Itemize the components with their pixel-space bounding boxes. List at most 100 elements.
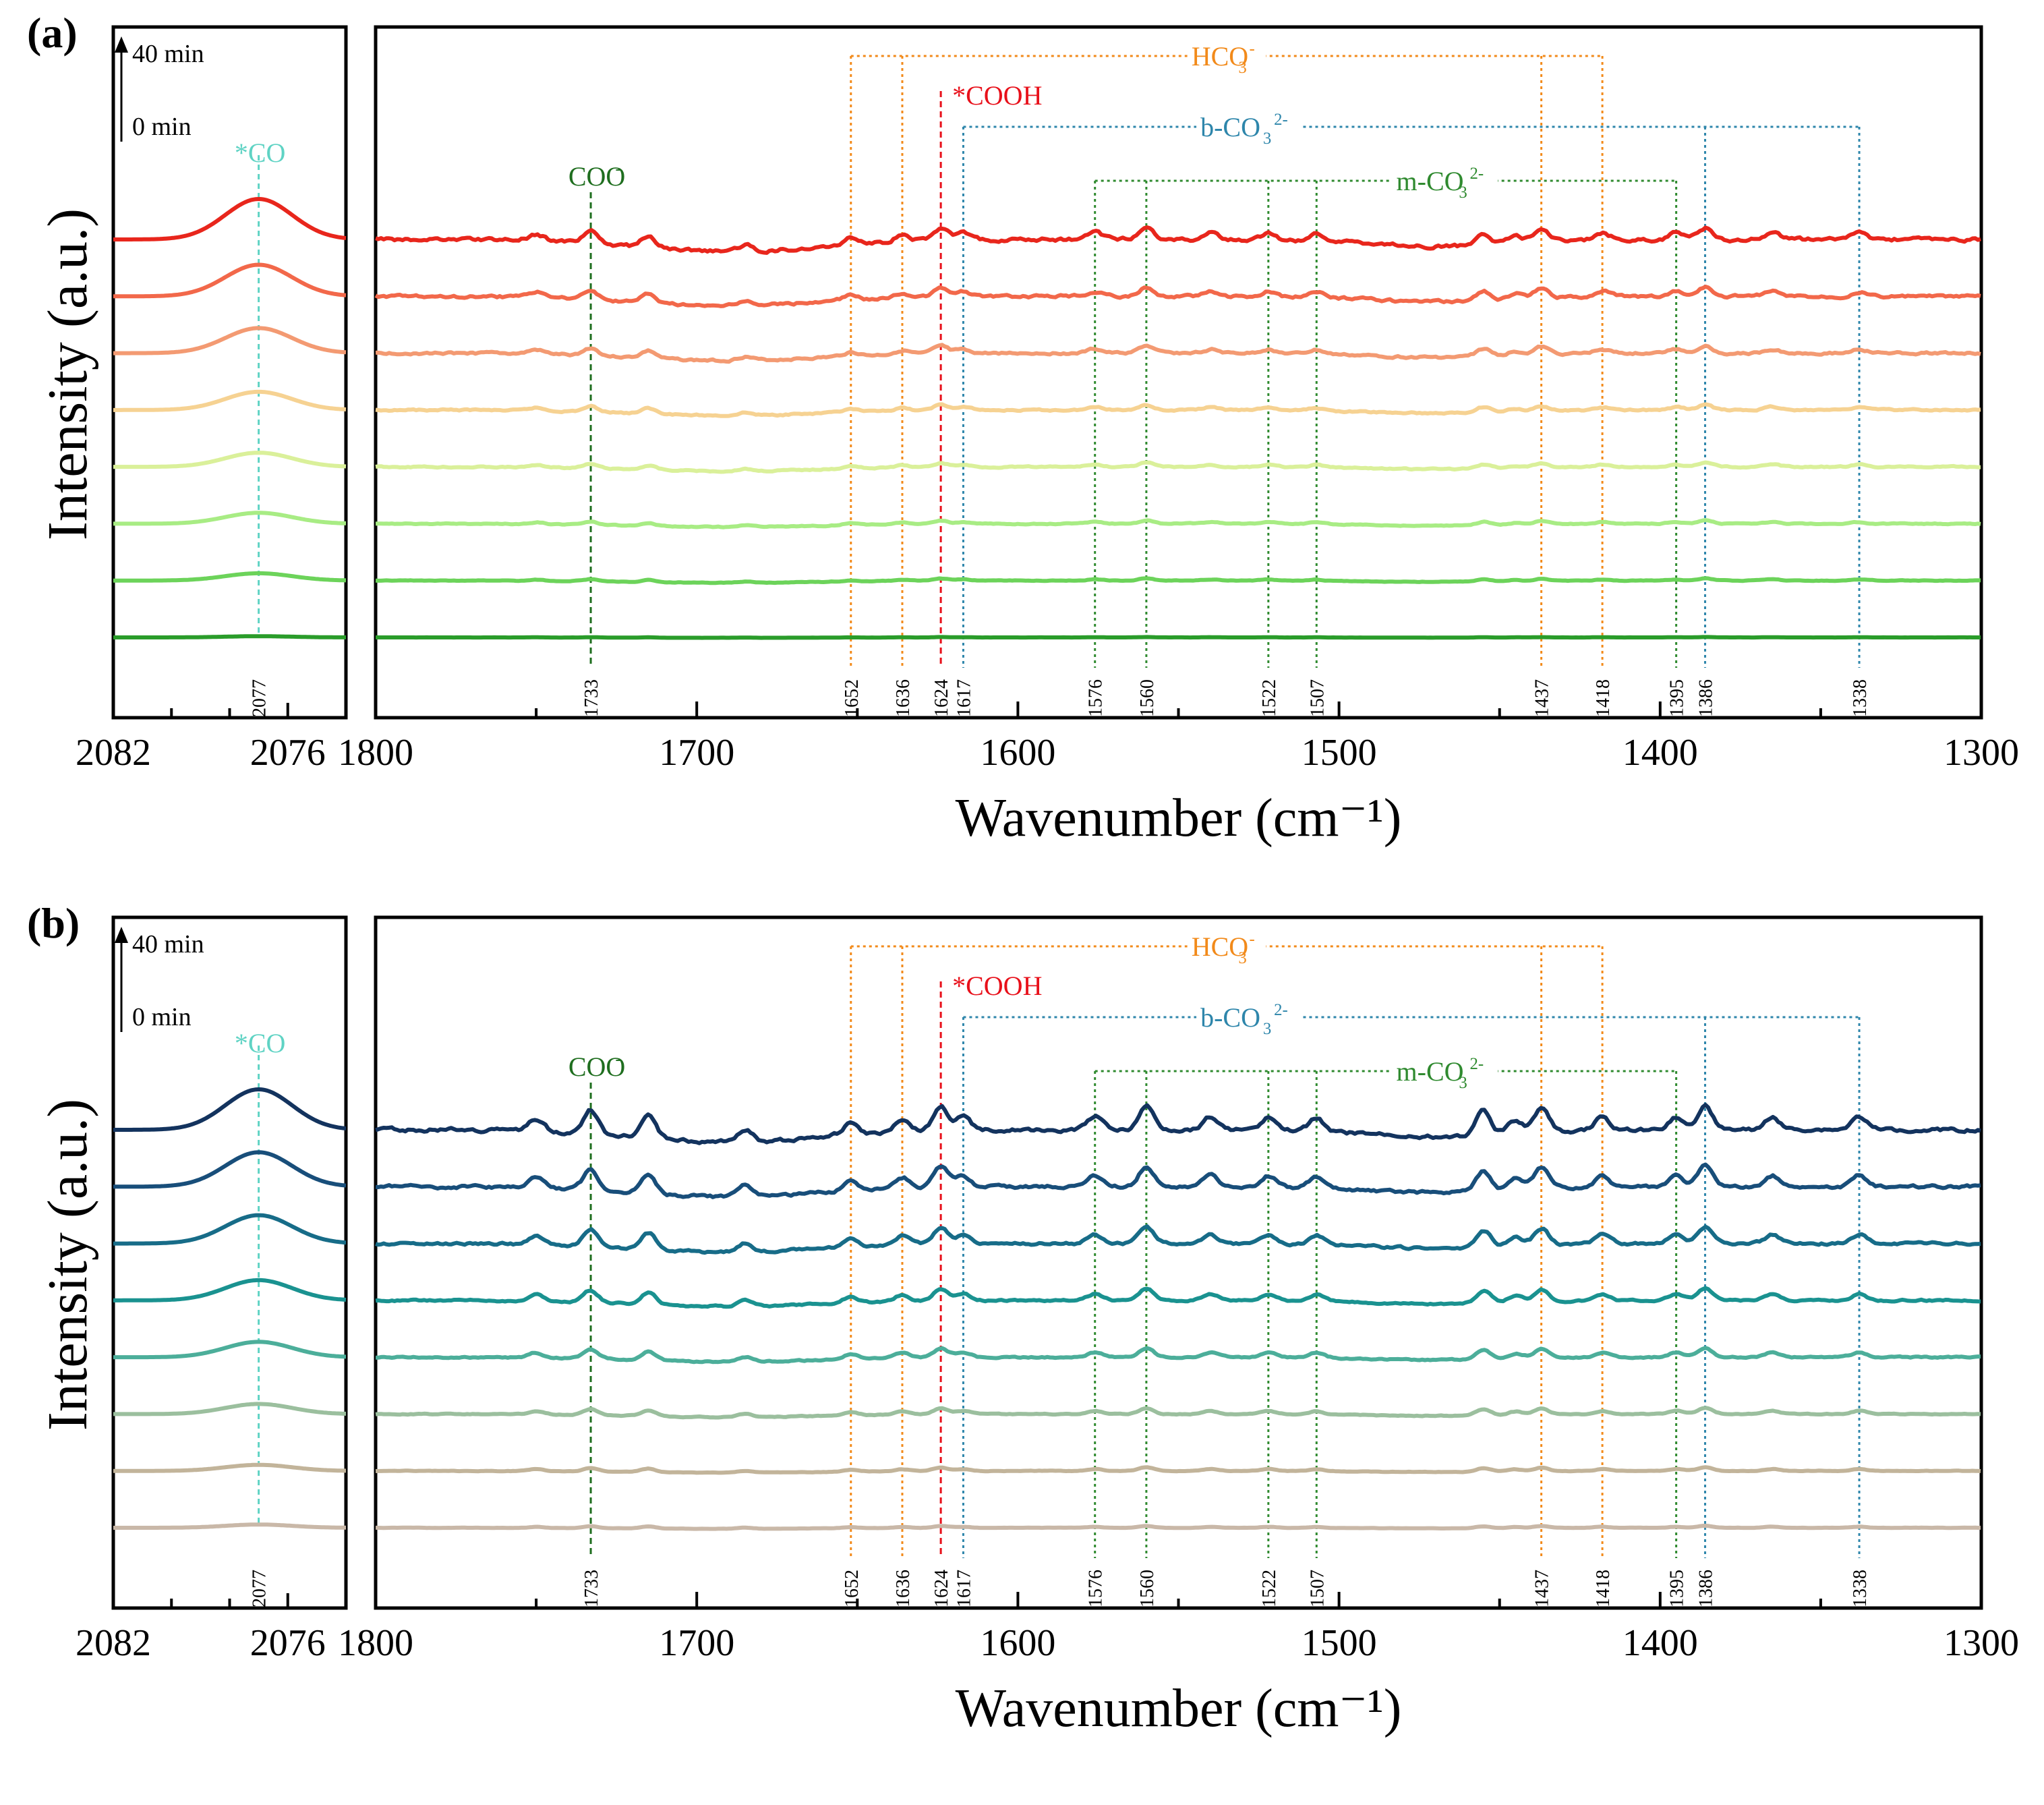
group-label-mco3-sup: 2- bbox=[1470, 165, 1484, 183]
group-label-hco3-text: HCO bbox=[1192, 41, 1248, 71]
main-x-tick-label: 1400 bbox=[1623, 732, 1698, 774]
group-label-coo-bg bbox=[564, 161, 631, 196]
marker-label-1560: 1560 bbox=[1137, 1570, 1158, 1607]
main-plot-frame bbox=[374, 915, 1983, 1610]
marker-label-1733: 1733 bbox=[581, 679, 602, 717]
group-label-bco3-text: b-CO bbox=[1200, 1002, 1260, 1033]
group-label-mco3-sup: 2- bbox=[1470, 1055, 1484, 1073]
spectrum-trace-8 bbox=[375, 1524, 1981, 1531]
group-label-bco3-sub: 3 bbox=[1263, 130, 1271, 148]
group-label-cooh: *COOH bbox=[948, 971, 1042, 1006]
marker-label-1652: 1652 bbox=[842, 679, 863, 717]
co-trace-2 bbox=[113, 1150, 347, 1189]
co-trace-5 bbox=[113, 1340, 347, 1360]
co-peak-wavenumber: 2077 bbox=[250, 679, 270, 717]
left-x-tick-label: 2076 bbox=[250, 732, 326, 774]
co-trace-3 bbox=[113, 326, 347, 355]
x-axis-label: Wavenumber (cm⁻¹) bbox=[956, 1679, 1402, 1738]
spectrum-trace-1 bbox=[375, 225, 1981, 255]
group-label-hco3-sub: 3 bbox=[1238, 59, 1246, 77]
marker-label-1507: 1507 bbox=[1307, 1570, 1328, 1607]
group-label-coo-text: COO bbox=[568, 1052, 625, 1082]
marker-label-1617: 1617 bbox=[954, 1570, 974, 1607]
marker-label-1507: 1507 bbox=[1307, 679, 1328, 717]
group-label-coo-sup: - bbox=[615, 1050, 620, 1068]
y-axis-label: Intensity (a.u.) bbox=[36, 1099, 99, 1431]
co-trace-2 bbox=[113, 262, 347, 299]
main-x-tick-label: 1600 bbox=[980, 732, 1055, 774]
group-label-coo-sup: - bbox=[615, 160, 620, 178]
spectrum-trace-6 bbox=[375, 1406, 1981, 1420]
group-label-hco3-text: HCO bbox=[1192, 932, 1248, 962]
group-label-cooh-text: *COOH bbox=[952, 971, 1042, 1001]
marker-label-1338: 1338 bbox=[1850, 1570, 1871, 1607]
marker-label-1652: 1652 bbox=[842, 1570, 863, 1607]
main-x-tick-label: 1300 bbox=[1944, 1622, 2019, 1664]
marker-label-1576: 1576 bbox=[1086, 1570, 1107, 1607]
group-label-coo-bg bbox=[564, 1052, 631, 1087]
group-label-hco3-bg bbox=[1187, 932, 1266, 967]
marker-label-1395: 1395 bbox=[1667, 679, 1688, 717]
panel-label: (b) bbox=[27, 899, 80, 947]
group-label-bco3-sup: 2- bbox=[1274, 111, 1288, 129]
group-label-cooh-text: *COOH bbox=[952, 80, 1042, 111]
panel-b: (b) Intensity (a.u.) 40 min 0 min *CO 2077 208… bbox=[27, 899, 2019, 1738]
co-trace-6 bbox=[113, 511, 347, 526]
left-x-tick-label: 2082 bbox=[76, 732, 151, 774]
co-peak-label: *CO bbox=[235, 1028, 286, 1058]
marker-label-1624: 1624 bbox=[931, 679, 952, 717]
co-trace-1 bbox=[113, 197, 347, 241]
marker-label-1576: 1576 bbox=[1086, 679, 1107, 717]
group-label-hco3-bg bbox=[1187, 41, 1266, 76]
marker-label-1733: 1733 bbox=[581, 1570, 602, 1607]
co-trace-6 bbox=[113, 1402, 346, 1416]
group-label-bco3-bg bbox=[1196, 1002, 1302, 1037]
marker-label-1522: 1522 bbox=[1259, 1570, 1280, 1607]
main-x-tick-label: 1600 bbox=[980, 1622, 1055, 1664]
marker-label-1386: 1386 bbox=[1695, 679, 1716, 717]
panel-label: (a) bbox=[27, 9, 78, 57]
main-x-tick-label: 1300 bbox=[1944, 732, 2019, 774]
group-label-mco3-sub: 3 bbox=[1459, 1074, 1467, 1092]
marker-label-1395: 1395 bbox=[1667, 1570, 1688, 1607]
group-label-bco3: b-CO 32- bbox=[1196, 1001, 1302, 1038]
co-trace-7 bbox=[113, 1462, 346, 1473]
group-label-bco3-sup: 2- bbox=[1274, 1001, 1288, 1019]
marker-label-1418: 1418 bbox=[1593, 679, 1614, 717]
group-label-bco3-sub: 3 bbox=[1263, 1020, 1271, 1038]
group-label-mco3-text: m-CO bbox=[1397, 1056, 1464, 1087]
marker-label-1418: 1418 bbox=[1593, 1570, 1614, 1607]
marker-label-1437: 1437 bbox=[1532, 1570, 1553, 1607]
spectrum-trace-6 bbox=[375, 518, 1981, 529]
spectrum-trace-4 bbox=[375, 402, 1981, 418]
group-label-hco3-sup: - bbox=[1250, 40, 1255, 58]
time-arrow-top-label: 40 min bbox=[132, 40, 204, 68]
co-peak-wavenumber: 2077 bbox=[250, 1570, 270, 1607]
group-label-hco3-sub: 3 bbox=[1238, 949, 1246, 967]
spectrum-trace-3 bbox=[375, 1224, 1981, 1255]
group-label-hco3-sup: - bbox=[1250, 930, 1255, 948]
group-label-mco3-bg bbox=[1392, 1056, 1498, 1091]
marker-label-1560: 1560 bbox=[1137, 679, 1158, 717]
y-axis-label: Intensity (a.u.) bbox=[36, 208, 99, 540]
co-trace-5 bbox=[113, 451, 347, 469]
co-trace-8 bbox=[113, 634, 346, 639]
main-x-tick-label: 1800 bbox=[338, 732, 413, 774]
group-label-cooh: *COOH bbox=[948, 80, 1042, 115]
co-trace-7 bbox=[113, 571, 347, 583]
group-label-bco3: b-CO 32- bbox=[1196, 111, 1302, 148]
time-arrow-top-label: 40 min bbox=[132, 930, 204, 958]
co-trace-3 bbox=[113, 1213, 347, 1246]
marker-label-1338: 1338 bbox=[1850, 679, 1871, 717]
time-arrow-bottom-label: 0 min bbox=[132, 1003, 192, 1031]
group-label-mco3-sub: 3 bbox=[1459, 183, 1467, 202]
co-trace-4 bbox=[113, 1278, 347, 1302]
group-label-mco3-bg bbox=[1392, 166, 1498, 201]
spectrum-trace-7 bbox=[375, 576, 1981, 585]
marker-label-1636: 1636 bbox=[893, 679, 914, 717]
group-label-bco3-bg bbox=[1196, 112, 1302, 147]
